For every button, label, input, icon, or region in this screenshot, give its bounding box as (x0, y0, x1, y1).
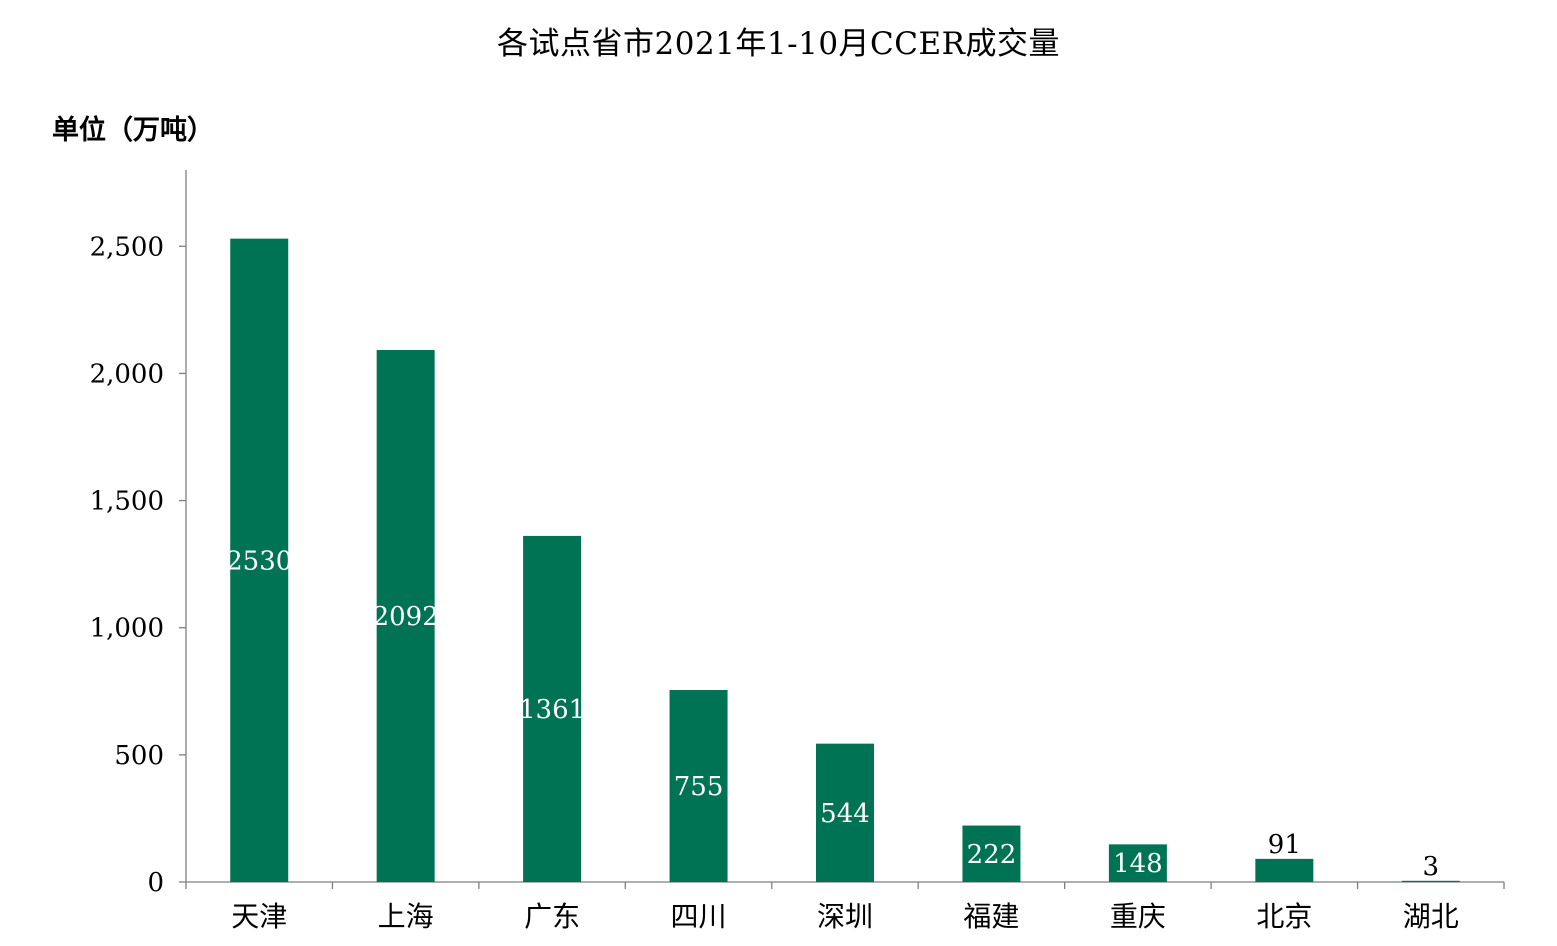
y-tick-label: 2,000 (90, 359, 164, 389)
y-tick-label: 2,500 (90, 232, 164, 262)
data-label: 2092 (373, 602, 439, 632)
bar (1255, 858, 1314, 882)
bar (376, 350, 435, 882)
y-tick-label: 500 (114, 741, 164, 771)
y-tick-label: 1,000 (90, 614, 164, 644)
data-label: 2530 (226, 546, 292, 576)
x-tick-label: 福建 (963, 900, 1019, 933)
bar (523, 535, 582, 882)
x-tick-label: 上海 (378, 900, 434, 933)
data-label: 755 (674, 772, 724, 802)
y-tick-label: 0 (147, 868, 164, 898)
data-label: 3 (1423, 852, 1440, 882)
bar (1401, 880, 1460, 882)
x-tick-label: 广东 (524, 900, 580, 933)
x-tick-label: 重庆 (1110, 900, 1166, 933)
chart-title: 各试点省市2021年1-10月CCER成交量 (497, 26, 1060, 62)
x-tick-label: 湖北 (1403, 900, 1459, 933)
data-label: 222 (967, 840, 1017, 870)
bar (230, 238, 289, 882)
y-axis-unit-label: 单位（万吨） (52, 115, 214, 146)
data-label: 1361 (519, 695, 585, 725)
data-label: 544 (820, 799, 870, 829)
data-label: 148 (1113, 849, 1163, 879)
x-tick-label: 深圳 (817, 900, 873, 933)
x-tick-label: 北京 (1256, 900, 1312, 933)
bar (669, 690, 728, 882)
x-tick-label: 四川 (671, 900, 727, 933)
x-tick-label: 天津 (231, 900, 287, 933)
bar (962, 825, 1021, 882)
data-label: 91 (1268, 830, 1301, 860)
bar (816, 743, 874, 882)
bar (1108, 844, 1167, 882)
y-tick-label: 1,500 (90, 487, 164, 517)
